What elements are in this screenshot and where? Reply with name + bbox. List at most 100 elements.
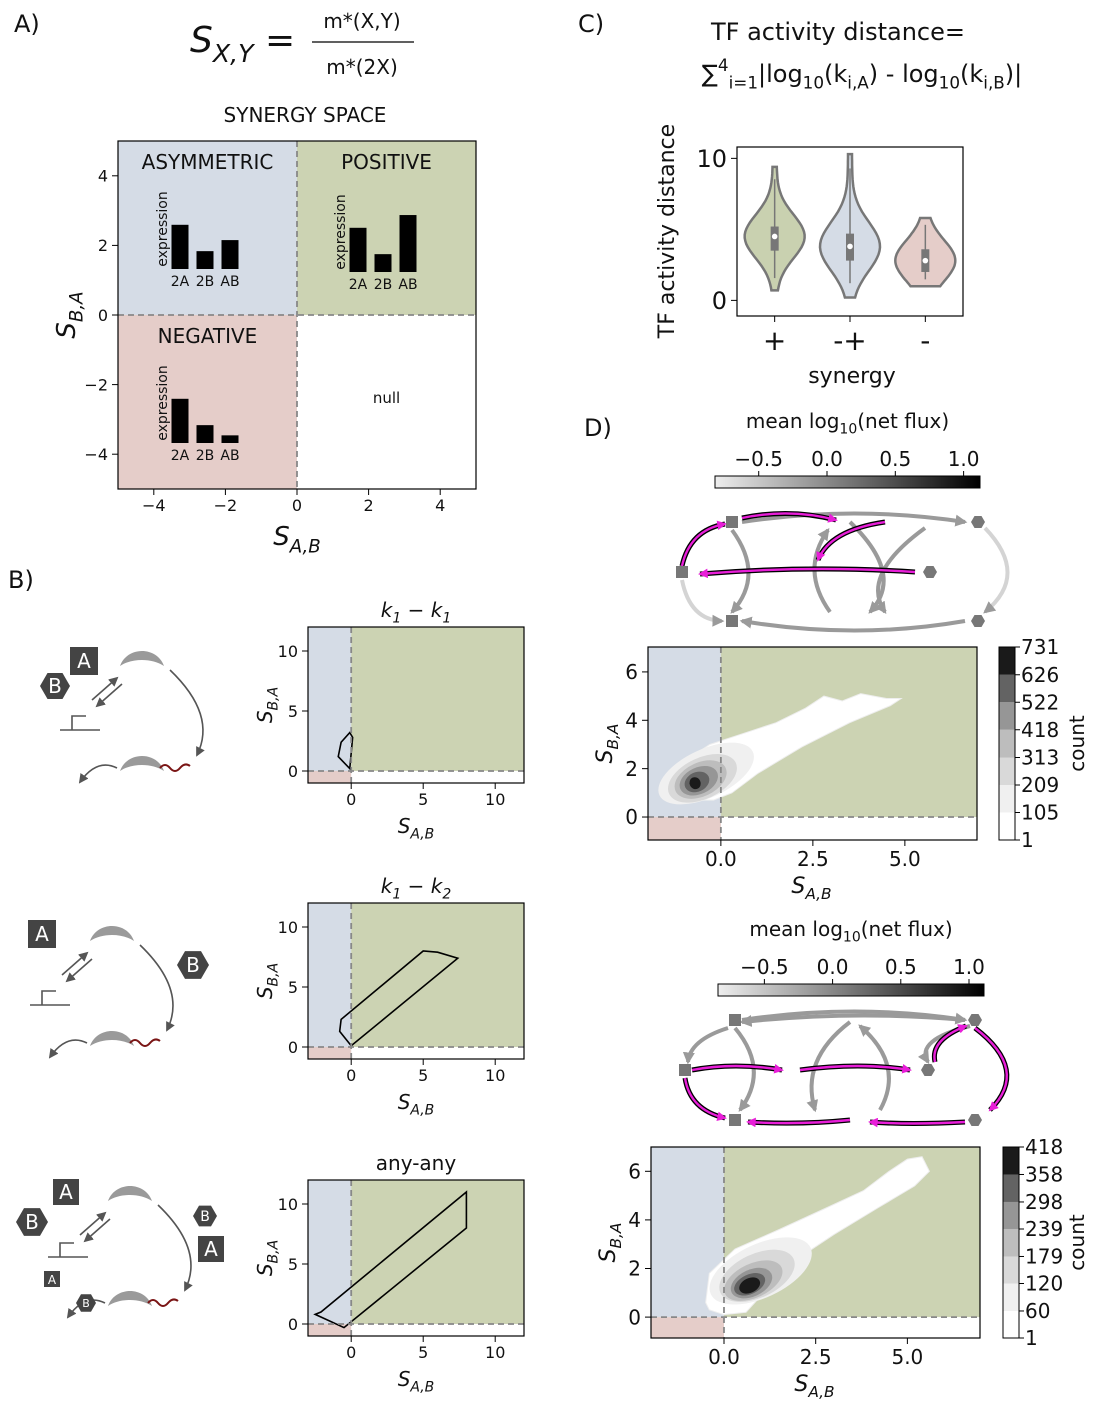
node (968, 1014, 982, 1026)
y-tick-label: 4 (628, 1208, 641, 1232)
bar (197, 425, 214, 443)
y-axis-label: SB,A (596, 1223, 625, 1263)
text-part: 1 (392, 887, 401, 903)
y-tick-label: 0 (98, 306, 108, 325)
inset-ylabel: expression (333, 194, 349, 270)
colorbar-tick-label: 60 (1025, 1299, 1050, 1323)
inset-category: 2A (171, 274, 190, 290)
arrow (80, 765, 117, 782)
text-part: S (190, 20, 213, 61)
diagram-label: B (200, 1209, 210, 1225)
x-tick-label: 0 (292, 496, 302, 515)
bar (197, 251, 214, 269)
y-axis-label: TF activity distance (655, 124, 680, 339)
median (923, 258, 929, 264)
y-axis-label: SB,A (253, 1240, 282, 1276)
diagram-label: B (82, 1297, 90, 1310)
inset-ylabel: expression (155, 191, 171, 267)
region-label: POSITIVE (341, 150, 432, 174)
median (772, 234, 778, 240)
protein-shape (90, 1031, 134, 1046)
diagram-label: B (25, 1210, 39, 1234)
arrow (50, 1040, 87, 1057)
y-tick-label: 4 (625, 708, 638, 732)
colorbar-tick-label: 0.0 (817, 955, 849, 979)
inset-ylabel: expression (155, 365, 171, 441)
quadrant (308, 1180, 351, 1324)
network-diagram (679, 1012, 1007, 1127)
formula-numerator: m*(X,Y) (323, 9, 400, 33)
colorbar-band (1003, 1202, 1019, 1229)
network-diagram (676, 513, 1008, 630)
text-part: i=1 (729, 73, 758, 93)
text-part: − k (401, 874, 443, 898)
x-axis-label: SA,B (791, 874, 831, 903)
y-axis-label: SB,A (253, 687, 282, 723)
quadrant (308, 627, 351, 771)
arrow (158, 1205, 191, 1290)
colorbar (715, 476, 980, 488)
text-part: S (593, 749, 618, 763)
y-tick-label: 5 (288, 978, 298, 997)
arrow (92, 678, 117, 700)
text-part: (net flux) (857, 409, 949, 433)
text-part: B,A (266, 963, 282, 987)
y-tick-label: 2 (98, 236, 108, 255)
plot-title: any-any (376, 1151, 457, 1175)
bar (222, 435, 239, 443)
panel-label: C) (578, 10, 604, 38)
text-part: 2 (442, 887, 451, 903)
x-tick-label: −4 (142, 496, 166, 515)
colorbar-tick-label: 522 (1021, 690, 1059, 714)
diagram-label: A (59, 1180, 73, 1204)
text-part: 10 (939, 73, 960, 93)
x-axis-label: SA,B (398, 814, 435, 843)
node (923, 566, 937, 578)
text-part: S (596, 1248, 621, 1262)
panel-label: D) (584, 414, 612, 442)
arrow (67, 959, 92, 981)
bar (350, 228, 367, 272)
text-part: B,A (266, 687, 282, 711)
text-part: i,B (983, 73, 1005, 93)
diagram-label: A (204, 1237, 218, 1261)
colorbar-title: count (1065, 715, 1089, 772)
text-part: A,B (807, 1383, 834, 1401)
colorbar (718, 984, 984, 996)
colorbar-tick-label: 120 (1025, 1271, 1063, 1295)
y-tick-label: 4 (98, 167, 108, 186)
x-tick-label: + (763, 324, 786, 357)
edge (742, 621, 965, 631)
region-label: NEGATIVE (158, 324, 258, 348)
inset-category: AB (220, 274, 239, 290)
colorbar-tick-label: 418 (1021, 718, 1059, 742)
quadrant (308, 1047, 351, 1059)
colorbar-tick-label: 179 (1025, 1244, 1063, 1268)
colorbar-band (1003, 1283, 1019, 1310)
mrna (130, 1039, 160, 1046)
quadrant (648, 817, 721, 840)
text-part: any-any (376, 1151, 457, 1175)
x-tick-label: 0 (346, 1066, 356, 1085)
plot-title: k1 − k2 (381, 874, 452, 903)
node (971, 615, 985, 627)
node (726, 615, 738, 627)
x-axis-label: synergy (808, 364, 896, 389)
edge (688, 1028, 728, 1062)
x-tick-label: -+ (833, 324, 867, 357)
text-part: = (254, 20, 296, 61)
y-tick-label: 6 (628, 1160, 641, 1184)
quadrant (351, 627, 524, 771)
text-part: )| (1005, 60, 1022, 88)
x-tick-label: 0 (346, 790, 356, 809)
node (921, 1064, 935, 1076)
text-part: ∑ (702, 60, 718, 88)
colorbar-tick-label: 105 (1021, 801, 1059, 825)
text-part: S (273, 522, 290, 552)
x-tick-label: 5.0 (889, 847, 921, 871)
colorbar-band (1003, 1229, 1019, 1256)
protein-shape (120, 756, 164, 771)
colorbar-tick-label: 358 (1025, 1162, 1063, 1186)
inset-category: 2B (196, 274, 215, 290)
y-tick-label: −2 (84, 375, 108, 394)
